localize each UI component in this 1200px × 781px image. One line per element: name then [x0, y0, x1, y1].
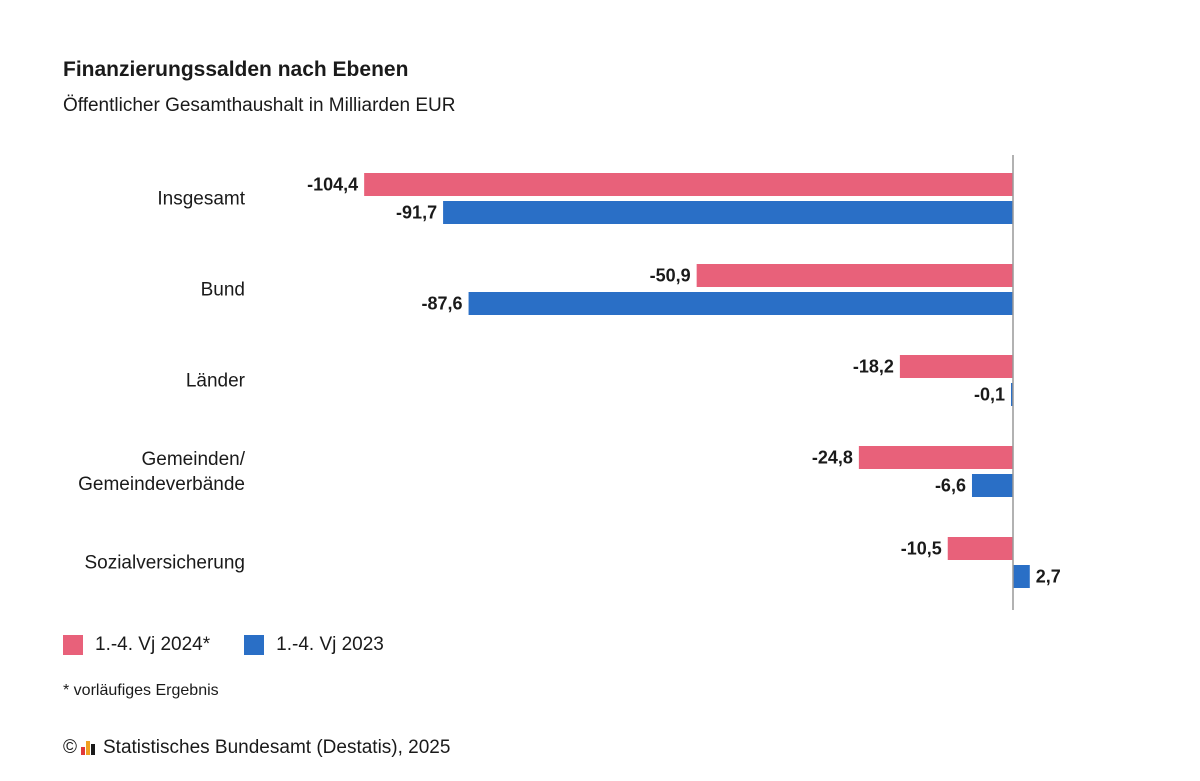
bar-2023: [971, 474, 1013, 497]
data-label-2023: -0,1: [974, 385, 1005, 405]
legend-swatch-2024: [63, 635, 83, 655]
bar-2023: [1011, 383, 1013, 406]
legend-label-2024: 1.-4. Vj 2024*: [95, 634, 211, 655]
category-label: Bund: [201, 280, 245, 301]
legend-item-2024: 1.-4. Vj 2024*: [63, 634, 210, 656]
data-label-2024: -18,2: [853, 357, 894, 377]
legend: 1.-4. Vj 2024* 1.-4. Vj 2023: [63, 634, 418, 656]
bar-chart: Insgesamt -104,4 -91,7 Bund -50,9 -87,6 Länder…: [78, 155, 1061, 610]
category-label: Länder: [186, 371, 246, 392]
chart-subtitle: Öffentlicher Gesamthaushalt in Milliarde…: [63, 95, 456, 116]
data-label-2023: -87,6: [422, 294, 463, 314]
legend-label-2023: 1.-4. Vj 2023: [276, 634, 384, 655]
legend-swatch-2023: [244, 635, 265, 655]
data-label-2023: -6,6: [935, 476, 966, 496]
bar-2024: [947, 537, 1013, 560]
destatis-logo-icon: [81, 741, 95, 755]
footnote: * vorläufiges Ergebnis: [63, 682, 219, 699]
bar-2024: [364, 173, 1013, 196]
copyright-symbol: ©: [63, 737, 77, 758]
category-label: Gemeinden/Gemeindeverbände: [78, 449, 246, 495]
bar-2024: [696, 264, 1013, 287]
chart-title: Finanzierungssalden nach Ebenen: [63, 58, 409, 81]
data-label-2024: -50,9: [650, 266, 691, 286]
bar-2024: [899, 355, 1013, 378]
legend-item-2023: 1.-4. Vj 2023: [244, 634, 384, 656]
bar-2023: [443, 201, 1014, 224]
category-label: Insgesamt: [157, 189, 245, 210]
data-label-2023: 2,7: [1036, 567, 1061, 587]
data-label-2024: -10,5: [901, 539, 942, 559]
data-label-2023: -91,7: [396, 203, 437, 223]
bar-2023: [468, 292, 1013, 315]
data-label-2024: -104,4: [307, 175, 358, 195]
source-line: © Statistisches Bundesamt (Destatis), 20…: [63, 737, 450, 759]
bar-2024: [858, 446, 1013, 469]
data-label-2024: -24,8: [812, 448, 853, 468]
category-label: Sozialversicherung: [84, 553, 245, 574]
source-text: Statistisches Bundesamt (Destatis), 2025: [103, 737, 451, 758]
bar-2023: [1013, 565, 1030, 588]
